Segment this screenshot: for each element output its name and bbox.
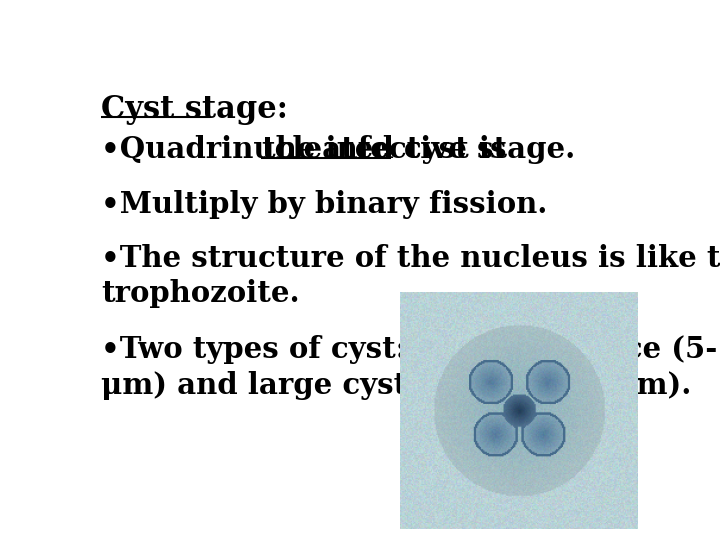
Text: •Multiply by binary fission.: •Multiply by binary fission. [101,190,547,219]
Text: •Quadrinucleated cyst is: •Quadrinucleated cyst is [101,136,517,165]
Text: the infective stage.: the infective stage. [261,136,575,165]
Text: Cyst stage:: Cyst stage: [101,94,288,125]
Text: •The structure of the nucleus is like that of
trophozoite.: •The structure of the nucleus is like th… [101,244,720,308]
Text: •Two types of cyst: small cyst race (5-10
μm) and large cyst race (10-20 μm).: •Two types of cyst: small cyst race (5-1… [101,335,720,400]
